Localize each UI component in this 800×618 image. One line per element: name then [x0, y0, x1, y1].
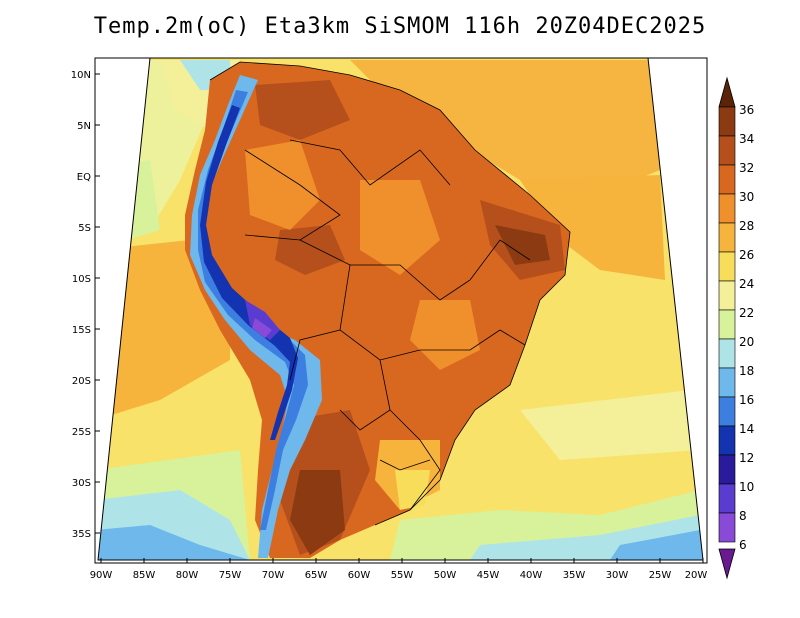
lat-label: 10N — [71, 70, 91, 81]
lon-label: 75W — [219, 570, 242, 581]
lon-label: 90W — [90, 570, 113, 581]
colorbar-segment — [718, 454, 736, 485]
lon-label: 80W — [176, 570, 199, 581]
lon-label: 85W — [133, 570, 156, 581]
lon-label: 25W — [649, 570, 672, 581]
colorbar-segment — [718, 280, 736, 311]
colorbar-label: 8 — [739, 509, 747, 523]
colorbar-label: 14 — [739, 422, 754, 436]
colorbar-segment — [718, 425, 736, 456]
colorbar-segment — [718, 483, 736, 514]
south-america-land — [185, 62, 570, 558]
lat-label: 30S — [72, 478, 91, 489]
map-title: Temp.2m(oC) Eta3km SiSMOM 116h 20Z04DEC2… — [93, 14, 707, 39]
lon-label: 70W — [262, 570, 285, 581]
colorbar-segment — [718, 164, 736, 195]
lat-label: 20S — [72, 376, 91, 387]
colorbar-segment — [718, 251, 736, 282]
lat-label: 25S — [72, 427, 91, 438]
lon-label: 55W — [391, 570, 414, 581]
country-borders — [209, 61, 571, 526]
lat-label: EQ — [77, 172, 91, 183]
lon-label: 50W — [434, 570, 457, 581]
lon-label: 60W — [348, 570, 371, 581]
colorbar-label: 34 — [739, 132, 754, 146]
colorbar-label: 30 — [739, 190, 754, 204]
colorbar-segment — [718, 309, 736, 340]
latitude-axis: 10N 5N EQ 5S 10S 15S 20S 25S 30S 35S — [71, 70, 100, 540]
colorbar-segment — [718, 338, 736, 369]
colorbar-label: 12 — [739, 451, 754, 465]
colorbar-segment — [718, 512, 736, 543]
lat-label: 5N — [77, 121, 91, 132]
colorbar-segment — [718, 106, 736, 137]
longitude-axis: 90W 85W 80W 75W 70W 65W 60W 55W 50W 45W … — [90, 558, 708, 581]
lat-label: 15S — [72, 325, 91, 336]
colorbar-label: 10 — [739, 480, 754, 494]
colorbar-label: 26 — [739, 248, 754, 262]
lon-label: 20W — [685, 570, 708, 581]
lon-label: 35W — [563, 570, 586, 581]
colorbar-label: 32 — [739, 161, 754, 175]
colorbar-top-arrow — [718, 76, 736, 108]
lon-label: 65W — [305, 570, 328, 581]
colorbar-label: 22 — [739, 306, 754, 320]
colorbar-label: 24 — [739, 277, 754, 291]
colorbar-label: 28 — [739, 219, 754, 233]
colorbar-segment — [718, 396, 736, 427]
colorbar-segment — [718, 367, 736, 398]
colorbar-segment — [718, 222, 736, 253]
colorbar-segment — [718, 135, 736, 166]
lon-label: 40W — [520, 570, 543, 581]
plot-frame — [94, 57, 708, 564]
colorbar: 36 34 32 30 28 26 24 22 20 18 16 14 12 1… — [718, 76, 754, 580]
colorbar-segment — [718, 193, 736, 224]
colorbar-label: 16 — [739, 393, 754, 407]
lat-label: 5S — [78, 223, 91, 234]
lat-label: 35S — [72, 529, 91, 540]
colorbar-bottom-arrow — [718, 548, 736, 580]
colorbar-label: 20 — [739, 335, 754, 349]
lat-label: 10S — [72, 274, 91, 285]
colorbar-label: 18 — [739, 364, 754, 378]
lon-label: 30W — [606, 570, 629, 581]
colorbar-label: 6 — [739, 538, 747, 552]
lon-label: 45W — [477, 570, 500, 581]
colorbar-label: 36 — [739, 103, 754, 117]
